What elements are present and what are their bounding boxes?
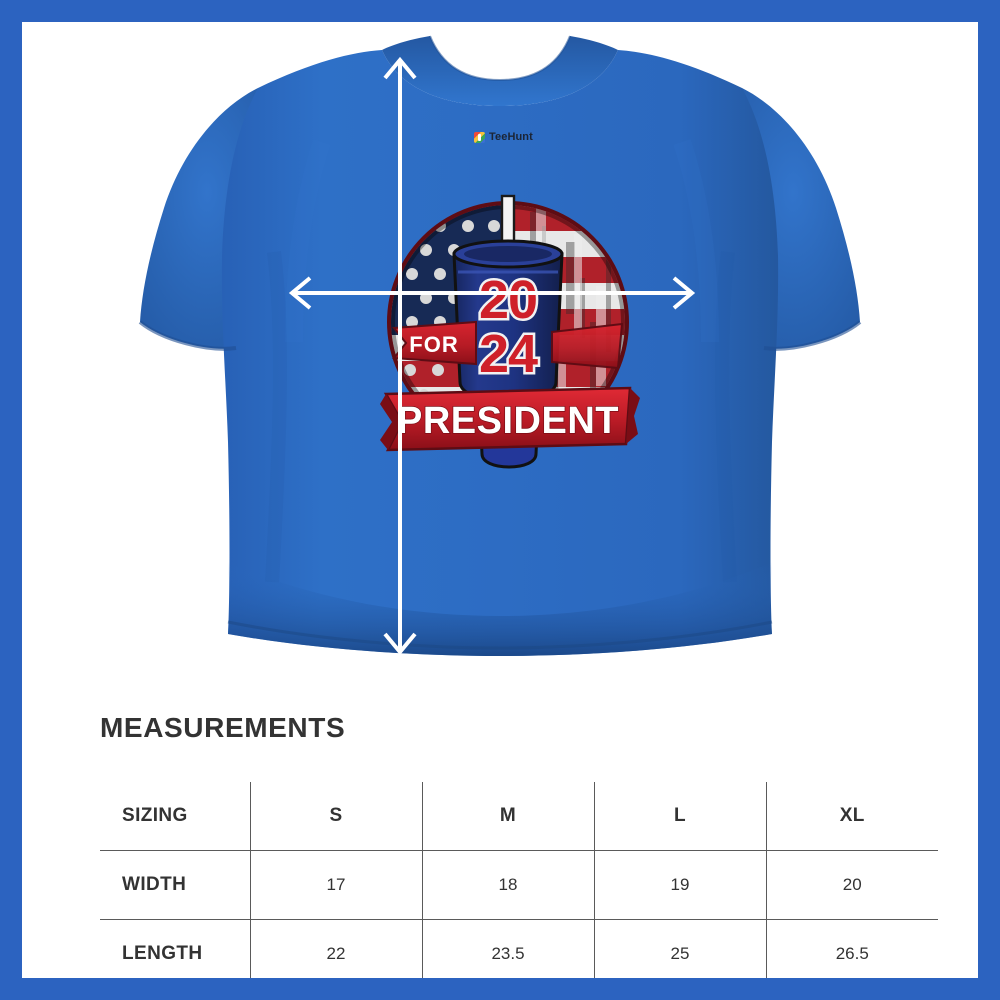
table-row: WIDTH 17 18 19 20 (100, 850, 938, 920)
president-banner: PRESIDENT (380, 386, 640, 452)
column-header-xl: XL (766, 782, 938, 851)
measurements-section: MEASUREMENTS SIZING S M L XL WIDTH 17 (22, 662, 978, 978)
table-row: LENGTH 22 23.5 25 26.5 (100, 919, 938, 978)
svg-text:20: 20 (479, 270, 537, 330)
for-ribbon: FOR (392, 320, 477, 366)
size-table: SIZING S M L XL WIDTH 17 18 19 20 LE (100, 782, 938, 978)
length-xl: 26.5 (835, 944, 869, 963)
ribbon-tail-right (551, 322, 624, 370)
brand-neck-label: TeeHunt (474, 131, 533, 143)
tshirt-shape (138, 35, 862, 656)
length-l: 25 (594, 919, 767, 978)
length-s: 22 (250, 919, 423, 978)
width-xl: 20 (766, 850, 938, 920)
brand-name: TeeHunt (489, 131, 533, 143)
width-m: 18 (422, 850, 595, 920)
column-header-sizing: SIZING (100, 782, 251, 851)
svg-text:24: 24 (479, 324, 538, 384)
svg-text:FOR: FOR (409, 332, 458, 357)
svg-text:PRESIDENT: PRESIDENT (397, 400, 619, 442)
row-label-length: LENGTH (100, 919, 251, 978)
tshirt-mockup: TeeHunt (22, 22, 978, 662)
chart-canvas: TeeHunt (22, 22, 978, 978)
year-text: 20 24 (476, 268, 541, 387)
row-label-width: WIDTH (100, 850, 251, 920)
length-m: 23.5 (422, 919, 595, 978)
teehunt-logo-icon (474, 131, 485, 143)
column-header-s: S (250, 782, 423, 851)
table-header-row: SIZING S M L XL (100, 782, 938, 851)
column-header-m: M (422, 782, 595, 851)
column-header-l: L (594, 782, 767, 851)
width-l: 19 (594, 850, 767, 920)
shirt-artwork: 20 24 FOR (380, 182, 640, 482)
measurements-heading: MEASUREMENTS (100, 712, 346, 743)
width-s: 17 (250, 850, 423, 920)
